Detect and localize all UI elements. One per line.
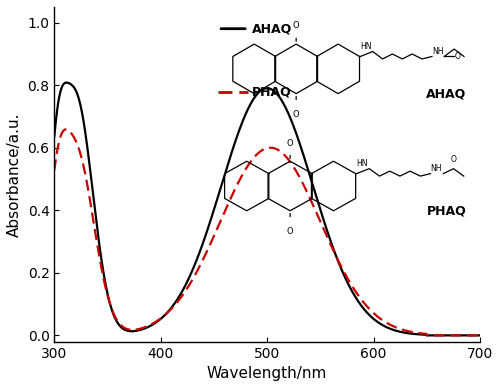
Text: AHAQ: AHAQ <box>252 22 292 35</box>
Text: PHAQ: PHAQ <box>252 86 292 99</box>
X-axis label: Wavelength/nm: Wavelength/nm <box>207 366 328 381</box>
Y-axis label: Absorbance/a.u.: Absorbance/a.u. <box>7 112 22 237</box>
